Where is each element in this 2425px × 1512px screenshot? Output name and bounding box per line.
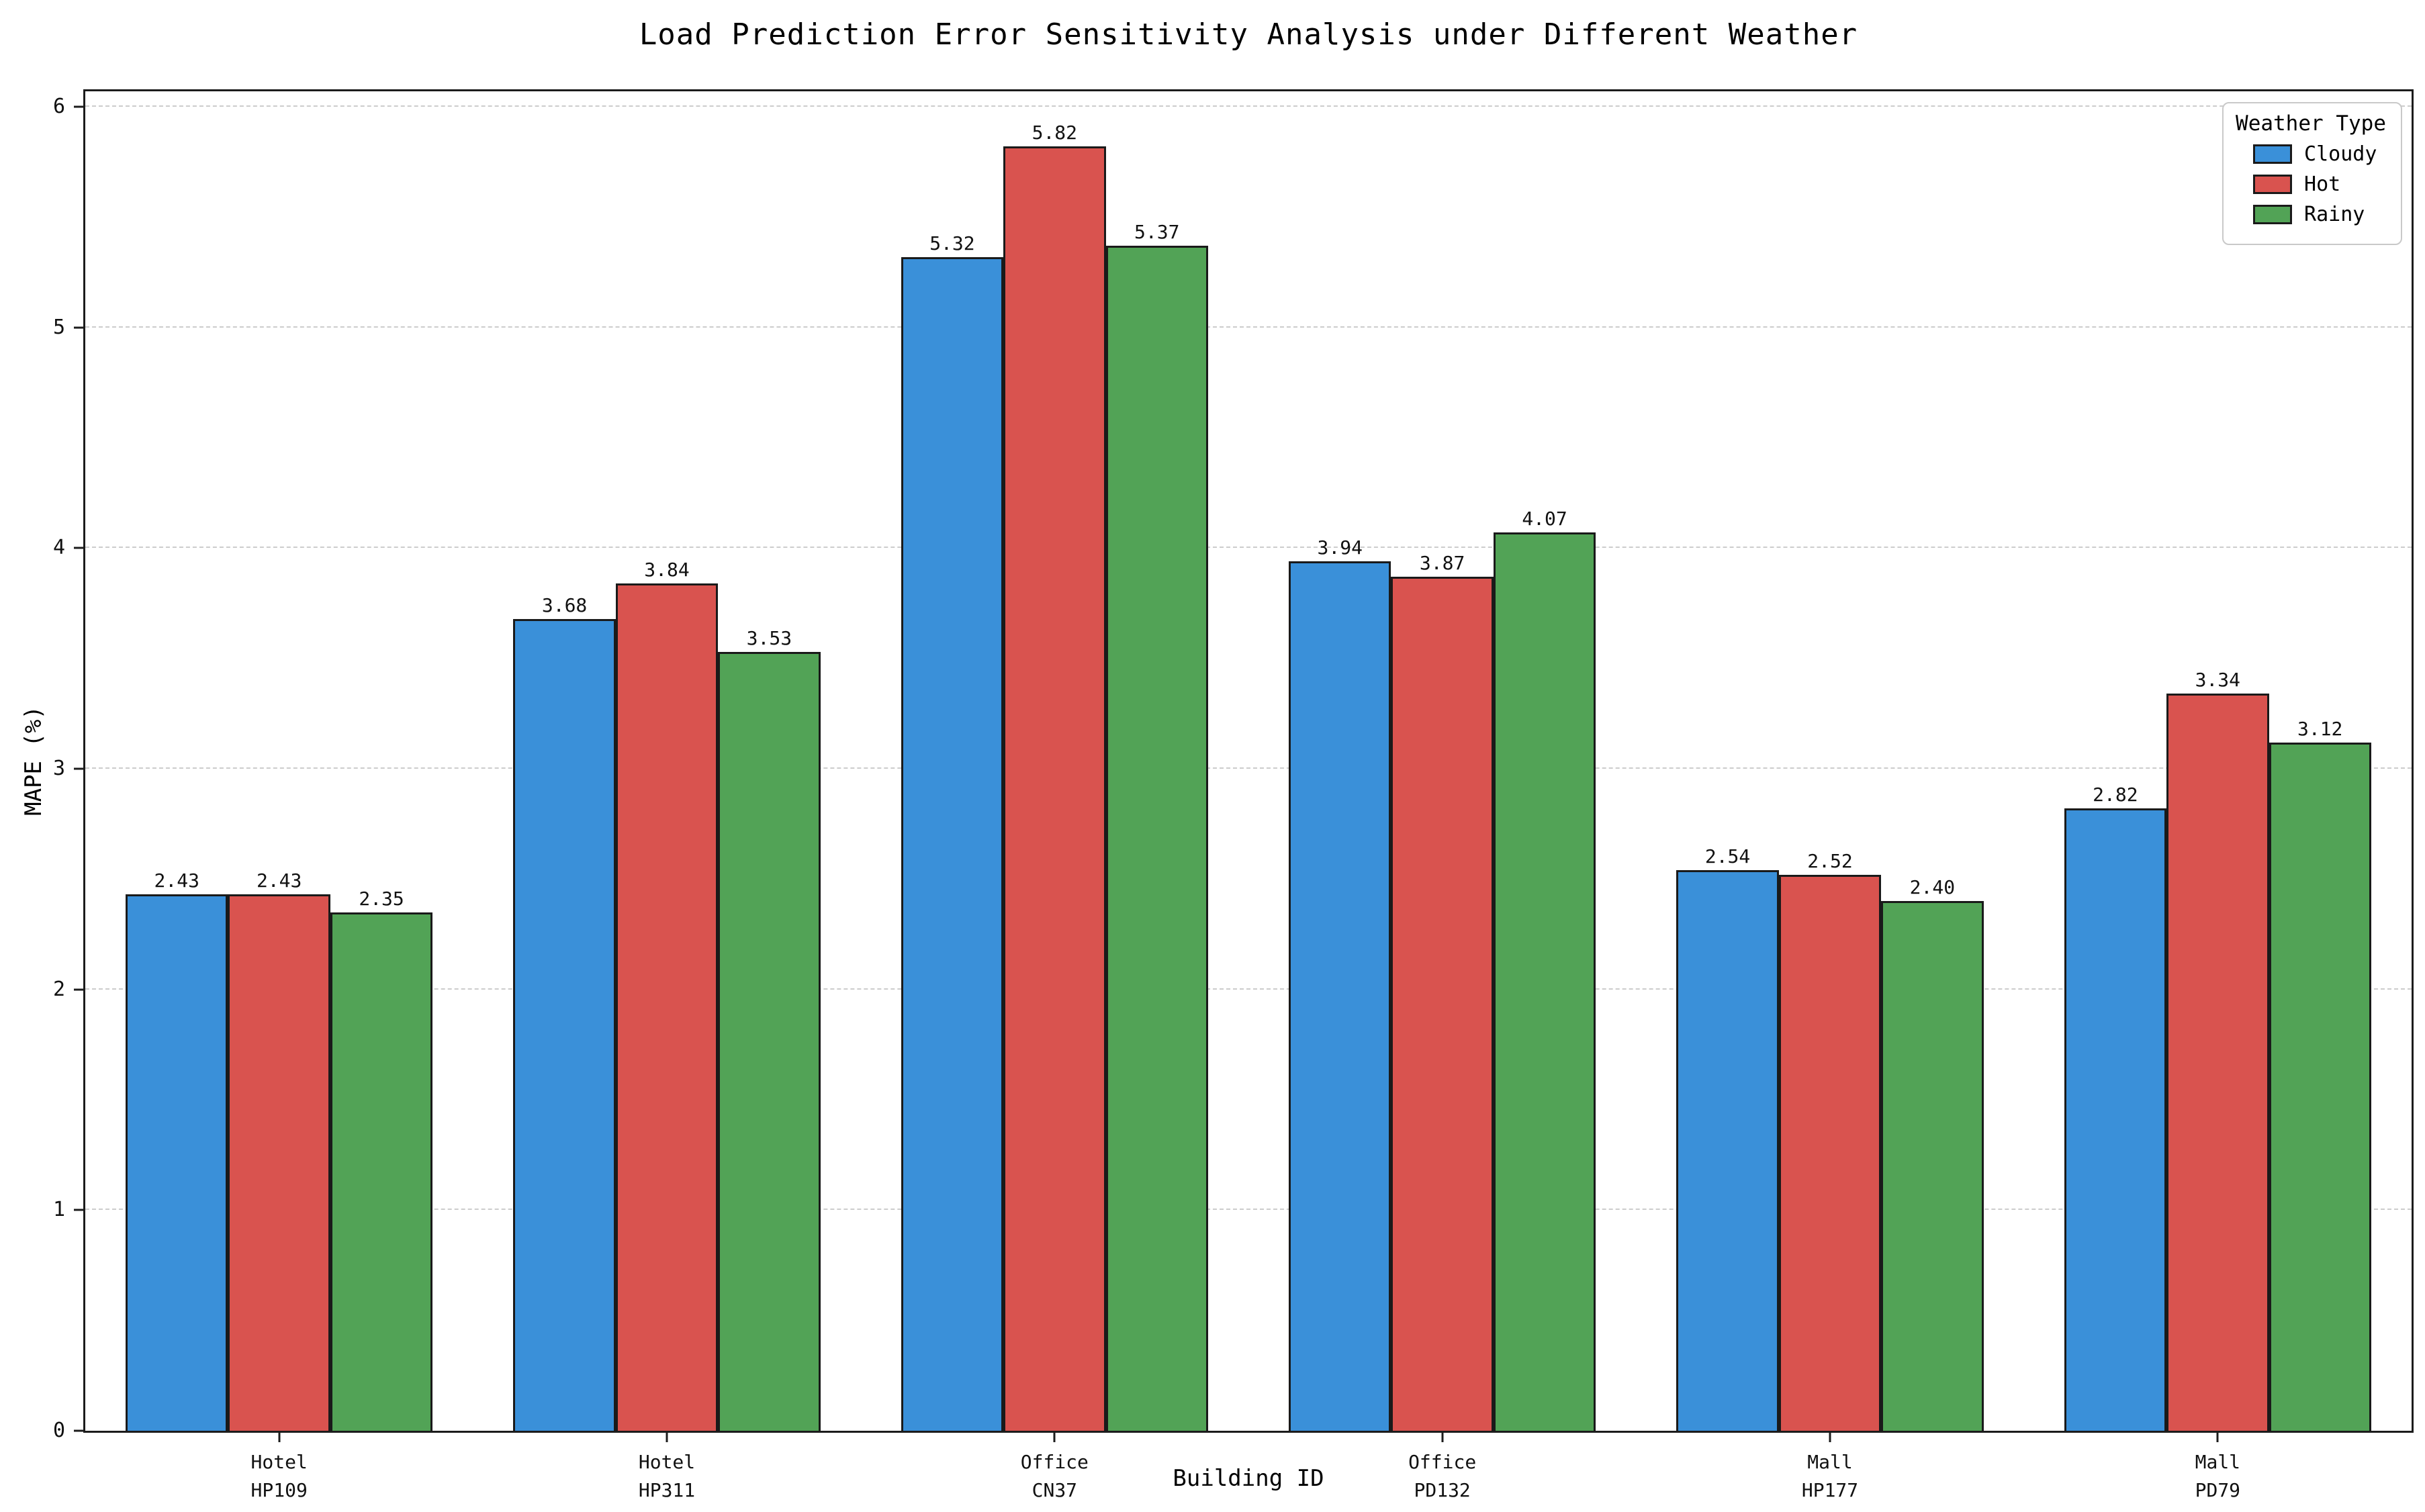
x-tick-mark-HP109 xyxy=(278,1431,281,1442)
legend-swatch-hot xyxy=(2253,175,2293,194)
y-tick-mark-1 xyxy=(74,1209,85,1211)
bar-value-label: 3.84 xyxy=(644,558,690,581)
bar-group-HP311: 3.68 3.84 3.53 xyxy=(473,91,860,1431)
bar-hot-PD79: 3.34 xyxy=(2166,669,2269,1431)
bar-value-label: 3.68 xyxy=(541,594,588,616)
x-tick-mark-HP311 xyxy=(666,1431,668,1442)
legend-items: Cloudy Hot Rainy xyxy=(2236,142,2386,226)
bar-value-label: 3.53 xyxy=(746,626,792,649)
y-tick-mark-2 xyxy=(74,988,85,991)
y-tick-label-5: 5 xyxy=(52,315,65,339)
x-tick-label-CN37: Office CN37 xyxy=(1020,1451,1089,1501)
x-tick-mark-HP177 xyxy=(1829,1431,1831,1442)
bar-value-label: 5.82 xyxy=(1032,122,1078,144)
x-tick-mark-CN37 xyxy=(1053,1431,1056,1442)
bar-group-PD132: 3.94 3.87 4.07 xyxy=(1248,91,1636,1431)
y-axis-label: MAPE (%) xyxy=(20,651,47,816)
y-tick-mark-5 xyxy=(74,326,85,329)
bar-value-label: 5.37 xyxy=(1134,221,1180,244)
legend-swatch-cloudy xyxy=(2253,144,2293,164)
legend-item-cloudy: Cloudy xyxy=(2253,142,2386,166)
y-axis-label-text: MAPE (%) xyxy=(20,706,47,816)
x-tick-label-HP311: Hotel HP311 xyxy=(638,1451,696,1501)
bar-value-label: 5.32 xyxy=(929,232,975,254)
bar-cloudy-HP177: 2.54 xyxy=(1676,845,1779,1431)
legend-swatch-rainy xyxy=(2253,205,2293,224)
bar-hot-HP177: 2.52 xyxy=(1778,850,1882,1431)
bar-groups: 2.43 2.43 2.35 3.68 3.84 3.53 5.32 5.82 5.37 3.94… xyxy=(85,91,2412,1431)
bar-rainy-HP311: 3.53 xyxy=(718,627,821,1431)
y-tick-label-3: 3 xyxy=(52,757,65,781)
bar-rainy-PD79: 3.12 xyxy=(2269,718,2371,1431)
bar-value-label: 2.82 xyxy=(2093,784,2138,806)
bar-value-label: 2.43 xyxy=(154,869,199,892)
gridline-y-6 xyxy=(85,105,2412,107)
gridline-y-2 xyxy=(85,988,2412,990)
chart-title: Load Prediction Error Sensitivity Analys… xyxy=(639,17,1858,52)
bar-value-label: 3.12 xyxy=(2297,717,2343,740)
x-tick-mark-PD79 xyxy=(2216,1431,2219,1442)
y-tick-label-1: 1 xyxy=(52,1198,65,1222)
bar-rainy-PD132: 4.07 xyxy=(1493,508,1596,1431)
legend-title: Weather Type xyxy=(2236,111,2386,136)
gridline-y-5 xyxy=(85,326,2412,328)
gridline-y-3 xyxy=(85,767,2412,769)
legend-item-hot: Hot xyxy=(2253,173,2386,196)
y-tick-mark-0 xyxy=(74,1429,85,1432)
bar-hot-HP109: 2.43 xyxy=(228,869,330,1431)
y-tick-mark-4 xyxy=(74,547,85,549)
bar-rainy-CN37: 5.37 xyxy=(1105,221,1208,1431)
x-tick-label-PD132: Office PD132 xyxy=(1408,1451,1477,1501)
legend-label-rainy: Rainy xyxy=(2304,203,2365,226)
y-tick-label-4: 4 xyxy=(52,536,65,560)
x-axis-label: Building ID xyxy=(1173,1465,1324,1492)
x-tick-label-HP109: Hotel HP109 xyxy=(250,1451,308,1501)
bar-cloudy-HP311: 3.68 xyxy=(513,594,616,1431)
bar-cloudy-PD132: 3.94 xyxy=(1289,536,1391,1431)
gridline-y-1 xyxy=(85,1209,2412,1211)
bar-value-label: 3.87 xyxy=(1419,552,1465,575)
bar-rainy-HP109: 2.35 xyxy=(330,888,433,1431)
x-tick-mark-PD132 xyxy=(1441,1431,1444,1442)
bar-group-PD79: 2.82 3.34 3.12 xyxy=(2024,91,2412,1431)
bar-cloudy-HP109: 2.43 xyxy=(126,869,228,1431)
bar-value-label: 3.34 xyxy=(2195,669,2241,692)
legend: Weather Type Cloudy Hot Rainy xyxy=(2222,102,2402,245)
y-tick-mark-6 xyxy=(74,105,85,108)
bar-value-label: 3.94 xyxy=(1317,536,1363,559)
bar-group-HP177: 2.54 2.52 2.40 xyxy=(1636,91,2023,1431)
gridline-y-4 xyxy=(85,547,2412,549)
bar-hot-HP311: 3.84 xyxy=(615,559,719,1431)
bar-hot-CN37: 5.82 xyxy=(1003,122,1106,1431)
bar-group-CN37: 5.32 5.82 5.37 xyxy=(861,91,1248,1431)
plot-area: Weather Type Cloudy Hot Rainy 0 1 2 3 4 5 6 2.43 2… xyxy=(53,89,2414,1501)
bar-value-label: 4.07 xyxy=(1522,508,1567,530)
y-tick-label-2: 2 xyxy=(52,977,65,1001)
bar-hot-PD132: 3.87 xyxy=(1391,552,1494,1431)
legend-item-rainy: Rainy xyxy=(2253,203,2386,226)
bar-value-label: 2.54 xyxy=(1704,845,1751,868)
legend-label-cloudy: Cloudy xyxy=(2304,142,2377,166)
bar-cloudy-PD79: 2.82 xyxy=(2064,784,2167,1431)
x-tick-label-PD79: Mall PD79 xyxy=(2195,1451,2241,1501)
y-tick-label-0: 0 xyxy=(52,1419,65,1442)
bar-rainy-HP177: 2.40 xyxy=(1881,876,1984,1431)
bar-value-label: 2.52 xyxy=(1807,849,1853,872)
legend-label-hot: Hot xyxy=(2304,173,2341,196)
bar-group-HP109: 2.43 2.43 2.35 xyxy=(85,91,473,1431)
x-tick-label-HP177: Mall HP177 xyxy=(1801,1451,1859,1501)
bar-value-label: 2.40 xyxy=(1909,876,1956,899)
y-tick-label-6: 6 xyxy=(52,95,65,119)
bar-value-label: 2.35 xyxy=(359,887,404,910)
bar-cloudy-CN37: 5.32 xyxy=(901,232,1004,1431)
bar-value-label: 2.43 xyxy=(256,869,302,892)
y-tick-mark-3 xyxy=(74,767,85,770)
